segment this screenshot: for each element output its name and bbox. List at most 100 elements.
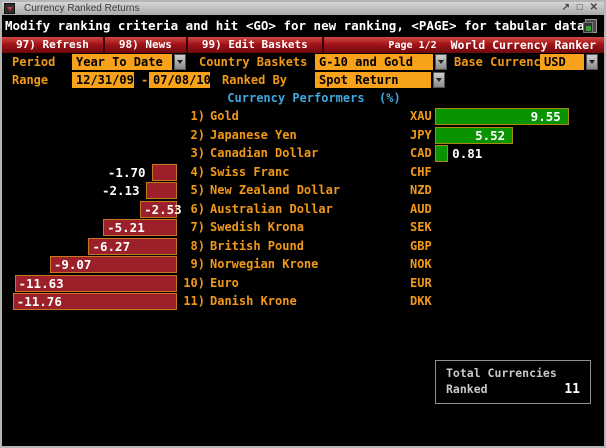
row-currency-name: Euro — [210, 275, 239, 290]
row-currency-code: NZD — [410, 183, 432, 198]
chart-row: 7) Swedish Krona SEK -5.21 — [2, 218, 604, 237]
country-baskets-dropdown-arrow-icon[interactable] — [435, 54, 447, 70]
chart-row: 9) Norwegian Krone NOK -9.07 — [2, 255, 604, 274]
positive-bar — [435, 145, 449, 163]
negative-bar — [103, 219, 177, 237]
bar-value: -11.76 — [16, 294, 62, 310]
close-icon[interactable]: ✕ — [589, 2, 600, 13]
row-currency-code: DKK — [410, 294, 432, 309]
row-rank: 11) — [183, 294, 205, 309]
row-currency-name: Australian Dollar — [210, 201, 333, 216]
toolbar: 97) Refresh 98) News 99) Edit Baskets Pa… — [2, 37, 604, 53]
negative-bar — [88, 237, 177, 255]
row-currency-code: JPY — [410, 127, 432, 142]
row-rank: 9) — [190, 257, 205, 272]
toolbar-separator — [321, 37, 324, 53]
criteria-row-1: Period Year To Date Country Baskets G-10… — [2, 54, 604, 70]
period-label: Period — [12, 55, 56, 69]
negative-bar — [145, 182, 177, 200]
row-currency-name: Swedish Krona — [210, 220, 304, 235]
negative-bar — [151, 163, 177, 181]
window-controls: ↗ □ ✕ — [562, 2, 600, 13]
row-rank: 3) — [190, 146, 205, 161]
negative-bar — [14, 274, 177, 292]
chart-row: 3) Canadian Dollar CAD 0.81 — [2, 144, 604, 163]
period-dropdown-arrow-icon[interactable] — [174, 54, 186, 70]
maximize-icon[interactable]: □ — [576, 2, 585, 13]
window-titlebar: Currency Ranked Returns ↗ □ ✕ — [2, 2, 604, 15]
restore-icon[interactable]: ↗ — [561, 2, 572, 13]
bar-value: -5.21 — [107, 220, 145, 236]
row-currency-name: New Zealand Dollar — [210, 183, 341, 198]
row-currency-code: XAU — [410, 109, 432, 123]
bar-value: -2.13 — [101, 183, 140, 199]
row-rank: 8) — [190, 238, 205, 253]
row-currency-name: Swiss Franc — [210, 164, 290, 179]
chart-rows: 1) Gold XAU 9.55 2) Japanese Yen JPY 5.52 3) Cana… — [2, 107, 604, 311]
row-currency-code: CAD — [410, 146, 432, 161]
chart-row: 11) Danish Krone DKK -11.76 — [2, 292, 604, 311]
row-currency-name: British Pound — [210, 238, 304, 253]
row-currency-name: Gold — [210, 109, 239, 123]
range-to-input[interactable]: 07/08/10 — [149, 72, 211, 88]
country-baskets-label: Country Baskets — [199, 55, 308, 69]
ranked-by-label: Ranked By — [222, 73, 288, 87]
base-currency-dropdown-arrow-icon[interactable] — [586, 54, 598, 70]
row-rank: 5) — [190, 183, 205, 198]
row-currency-code: NOK — [410, 257, 432, 272]
row-rank: 1) — [190, 109, 205, 123]
window-menu-icon[interactable] — [4, 3, 15, 14]
row-rank: 2) — [190, 127, 205, 142]
total-currencies-value: 11 — [564, 382, 580, 397]
range-dash: - — [141, 73, 149, 87]
edit-baskets-button[interactable]: 99) Edit Baskets — [201, 38, 308, 51]
bar-value: 9.55 — [530, 109, 561, 124]
row-currency-name: Japanese Yen — [210, 127, 297, 142]
bar-value: -11.63 — [18, 275, 64, 291]
row-currency-name: Danish Krone — [210, 294, 297, 309]
range-label: Range — [12, 73, 49, 87]
chart-row: 6) Australian Dollar AUD -2.53 — [2, 200, 604, 219]
app-title: World Currency Ranker — [450, 38, 596, 52]
ranked-by-dropdown-arrow-icon[interactable] — [433, 72, 445, 88]
row-currency-code: GBP — [410, 238, 432, 253]
row-currency-code: AUD — [410, 201, 432, 216]
bar-value: -1.70 — [107, 164, 146, 180]
row-rank: 10) — [183, 275, 205, 290]
bar-value: 0.81 — [452, 146, 483, 162]
row-currency-name: Norwegian Krone — [210, 257, 319, 272]
row-currency-code: EUR — [410, 275, 432, 290]
base-currency-label: Base Currency — [454, 55, 548, 69]
period-select[interactable]: Year To Date — [72, 54, 172, 70]
chart-row: 10) Euro EUR -11.63 — [2, 274, 604, 293]
toolbar-separator — [185, 37, 188, 53]
bar-value: -2.53 — [144, 201, 182, 217]
status-message: Modify ranking criteria and hit <GO> for… — [2, 15, 604, 37]
chart-row: 4) Swiss Franc CHF -1.70 — [2, 163, 604, 182]
total-currencies-line1: Total Currencies — [446, 366, 557, 380]
row-rank: 6) — [190, 201, 205, 216]
bar-value: -6.27 — [92, 238, 131, 254]
news-button[interactable]: 98) News — [118, 38, 172, 51]
row-rank: 7) — [190, 220, 205, 235]
bar-value: 5.52 — [475, 127, 506, 143]
chart-row: 1) Gold XAU 9.55 — [2, 107, 604, 126]
negative-bar — [49, 256, 177, 274]
positive-bar — [435, 108, 569, 125]
window-title: Currency Ranked Returns — [24, 3, 140, 14]
negative-bar — [140, 200, 177, 218]
page-indicator: Page 1/2 — [388, 39, 437, 51]
criteria-row-2: Range 12/31/09 - 07/08/10 Ranked By Spot… — [2, 72, 604, 88]
base-currency-select[interactable]: USD — [540, 54, 584, 70]
refresh-button[interactable]: 97) Refresh — [16, 38, 89, 51]
chart-row: 2) Japanese Yen JPY 5.52 — [2, 126, 604, 145]
ranked-by-select[interactable]: Spot Return — [315, 72, 431, 88]
copy-page-icon[interactable] — [583, 19, 597, 33]
range-from-input[interactable]: 12/31/09 — [72, 72, 134, 88]
chart-row: 8) British Pound GBP -6.27 — [2, 237, 604, 256]
row-currency-name: Canadian Dollar — [210, 146, 319, 161]
toolbar-separator — [102, 37, 105, 53]
country-baskets-select[interactable]: G-10 and Gold — [315, 54, 433, 70]
chart-row: 5) New Zealand Dollar NZD -2.13 — [2, 181, 604, 200]
